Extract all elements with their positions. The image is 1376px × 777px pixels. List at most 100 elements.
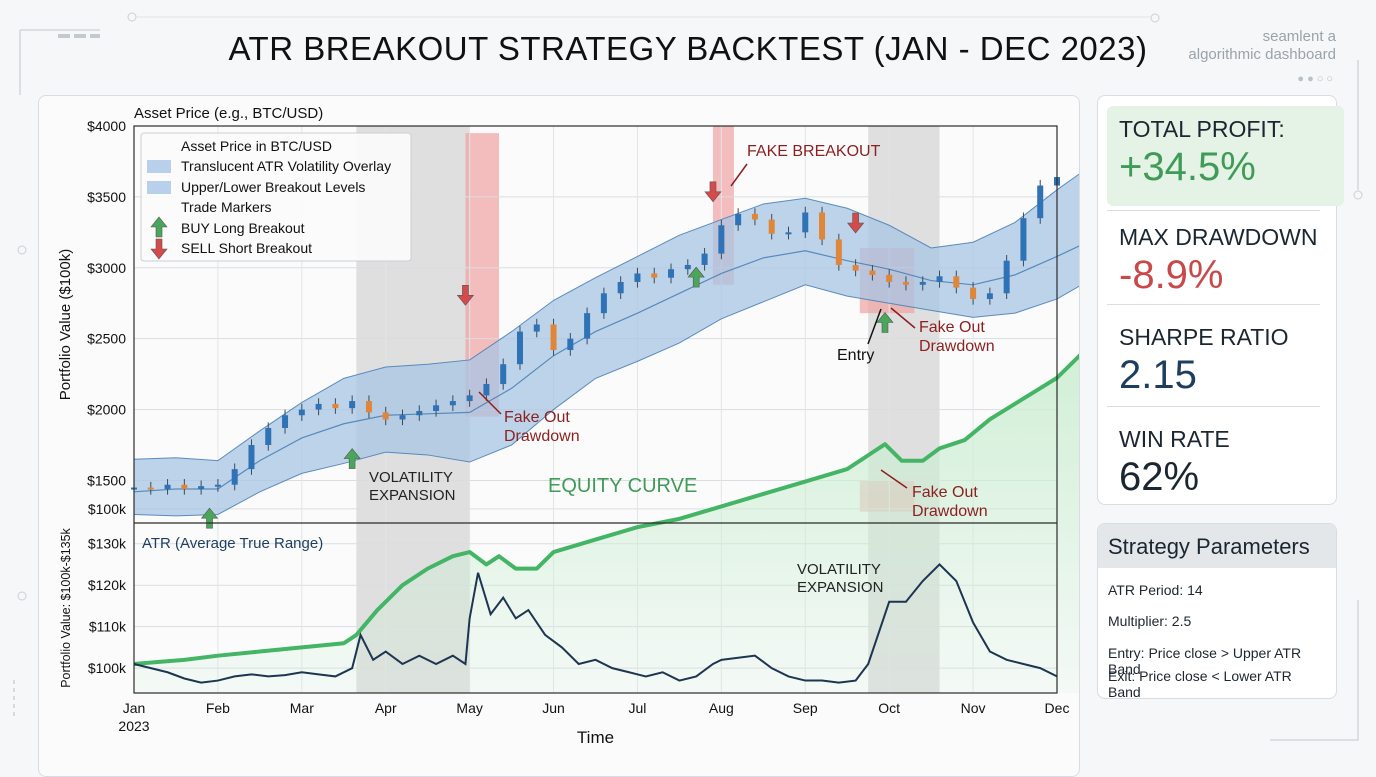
divider <box>1107 304 1320 305</box>
x-tick-label: Jun <box>542 700 565 716</box>
sell-marker <box>846 212 865 234</box>
price-candle <box>248 445 255 470</box>
price-candle <box>181 484 188 489</box>
brand-label: seamlent a algorithmic dashboard ●●○○ <box>1188 28 1336 88</box>
price-candle <box>298 409 305 416</box>
legend-item: BUY Long Breakout <box>181 220 305 236</box>
legend-box <box>140 132 412 262</box>
x-tick-label: Feb <box>206 700 230 716</box>
price-candle <box>416 410 423 416</box>
price-candle <box>315 403 322 410</box>
price-candle <box>533 324 540 332</box>
buy-marker <box>687 266 705 288</box>
param-atr-period: ATR Period: 14 <box>1108 582 1203 598</box>
bottom-y-axis-title: Portfolio Value: $100k-$135k <box>59 527 73 687</box>
legend-item: Translucent ATR Volatility Overlay <box>181 158 391 174</box>
price-candle <box>399 415 406 420</box>
x-tick-label: Jan <box>123 700 146 716</box>
y-tick-label: $120k <box>88 577 127 593</box>
upper-breakout-level <box>133 173 1079 462</box>
chart-panel: $4000 $3500 $3000 $2500 $2000 $1500 $100k $130k… <box>38 95 1080 777</box>
annotation-arrow <box>730 163 748 187</box>
price-candle <box>282 415 289 429</box>
price-candle <box>567 338 574 351</box>
total-profit-value: +34.5% <box>1119 145 1256 189</box>
price-candle <box>953 276 960 288</box>
price-candle <box>668 269 675 278</box>
price-candle <box>651 273 658 278</box>
page-indicator-dots[interactable]: ●●○○ <box>1297 73 1336 85</box>
legend-item: Trade Markers <box>181 199 272 215</box>
y-tick-label: $3000 <box>87 260 126 276</box>
lower-breakout-level <box>133 284 1079 517</box>
price-candle <box>785 232 792 235</box>
x-tick-label: Jul <box>629 700 647 716</box>
price-candle <box>802 212 809 233</box>
y-tick-label: $110k <box>89 619 127 635</box>
price-candle <box>634 273 641 282</box>
fake-out-label: Drawdown <box>504 428 580 445</box>
price-candle <box>1020 218 1027 261</box>
page-title: ATR BREAKOUT STRATEGY BACKTEST (JAN - DE… <box>228 30 1148 67</box>
sell-marker <box>704 181 722 203</box>
price-candle <box>1003 260 1010 294</box>
y-tick-label: $2000 <box>87 402 126 418</box>
brand-line-1: seamlent a <box>1262 28 1336 45</box>
price-candle <box>500 364 507 385</box>
volatility-expansion-label: EXPANSION <box>797 579 883 596</box>
price-candle <box>600 293 607 314</box>
price-candle <box>365 401 372 413</box>
legend-swatch <box>147 160 171 173</box>
equity-curve <box>133 353 1079 666</box>
price-candle <box>835 239 842 265</box>
legend-swatch <box>147 181 171 194</box>
volatility-expansion-label: VOLATILITY <box>797 561 881 578</box>
price-candle <box>986 293 993 299</box>
price-candle <box>147 487 154 490</box>
annotation-arrow <box>478 391 502 415</box>
price-candle <box>584 313 591 339</box>
fake-out-label: Fake Out <box>919 319 985 336</box>
y-tick-label: $4000 <box>87 118 126 134</box>
max-drawdown-value: -8.9% <box>1119 253 1224 297</box>
entry-label: Entry <box>837 347 874 364</box>
fake-out-label: Drawdown <box>919 338 995 355</box>
price-candle <box>902 281 909 285</box>
backtest-chart[interactable]: $4000 $3500 $3000 $2500 $2000 $1500 $100k $130k… <box>39 96 1079 768</box>
legend-sell-icon <box>150 238 168 260</box>
price-candle <box>382 412 389 420</box>
metrics-card: TOTAL PROFIT: +34.5% MAX DRAWDOWN -8.9% … <box>1097 95 1344 505</box>
total-profit-metric: TOTAL PROFIT: +34.5% <box>1107 106 1344 206</box>
y-tick-label: $3500 <box>87 189 126 205</box>
x-tick-label: May <box>456 700 482 716</box>
win-rate-label: WIN RATE <box>1119 426 1230 452</box>
x-tick-label: Oct <box>878 700 900 716</box>
price-candle <box>684 264 691 270</box>
price-candle <box>768 219 775 234</box>
x-tick-label: Apr <box>375 700 397 716</box>
price-candle <box>886 274 893 282</box>
price-candle <box>735 213 742 226</box>
price-candle <box>701 253 708 265</box>
annotation-arrow <box>890 307 916 329</box>
price-candle <box>970 287 977 299</box>
volatility-expansion-label: VOLATILITY <box>369 469 453 486</box>
buy-marker <box>343 448 361 469</box>
win-rate-value: 62% <box>1119 455 1200 499</box>
y-tick-label: $1500 <box>87 472 126 488</box>
fake-out-label: Drawdown <box>912 503 988 520</box>
x-tick-label: Dec <box>1045 700 1070 716</box>
fake-out-label: Fake Out <box>504 409 570 426</box>
price-candle <box>751 213 758 220</box>
atr-line <box>133 563 1058 684</box>
price-candle <box>198 486 205 489</box>
top-y-axis-title: Portfolio Value ($100k) <box>57 249 74 400</box>
price-candle <box>483 384 490 396</box>
y-tick-label: $130k <box>88 536 127 552</box>
legend-item: Asset Price in BTC/USD <box>181 138 332 154</box>
x-year-label: 2023 <box>118 718 149 734</box>
price-candle <box>449 401 456 406</box>
divider <box>1107 210 1320 211</box>
price-candle <box>550 324 557 351</box>
fake-breakout-label: FAKE BREAKOUT <box>747 143 881 160</box>
